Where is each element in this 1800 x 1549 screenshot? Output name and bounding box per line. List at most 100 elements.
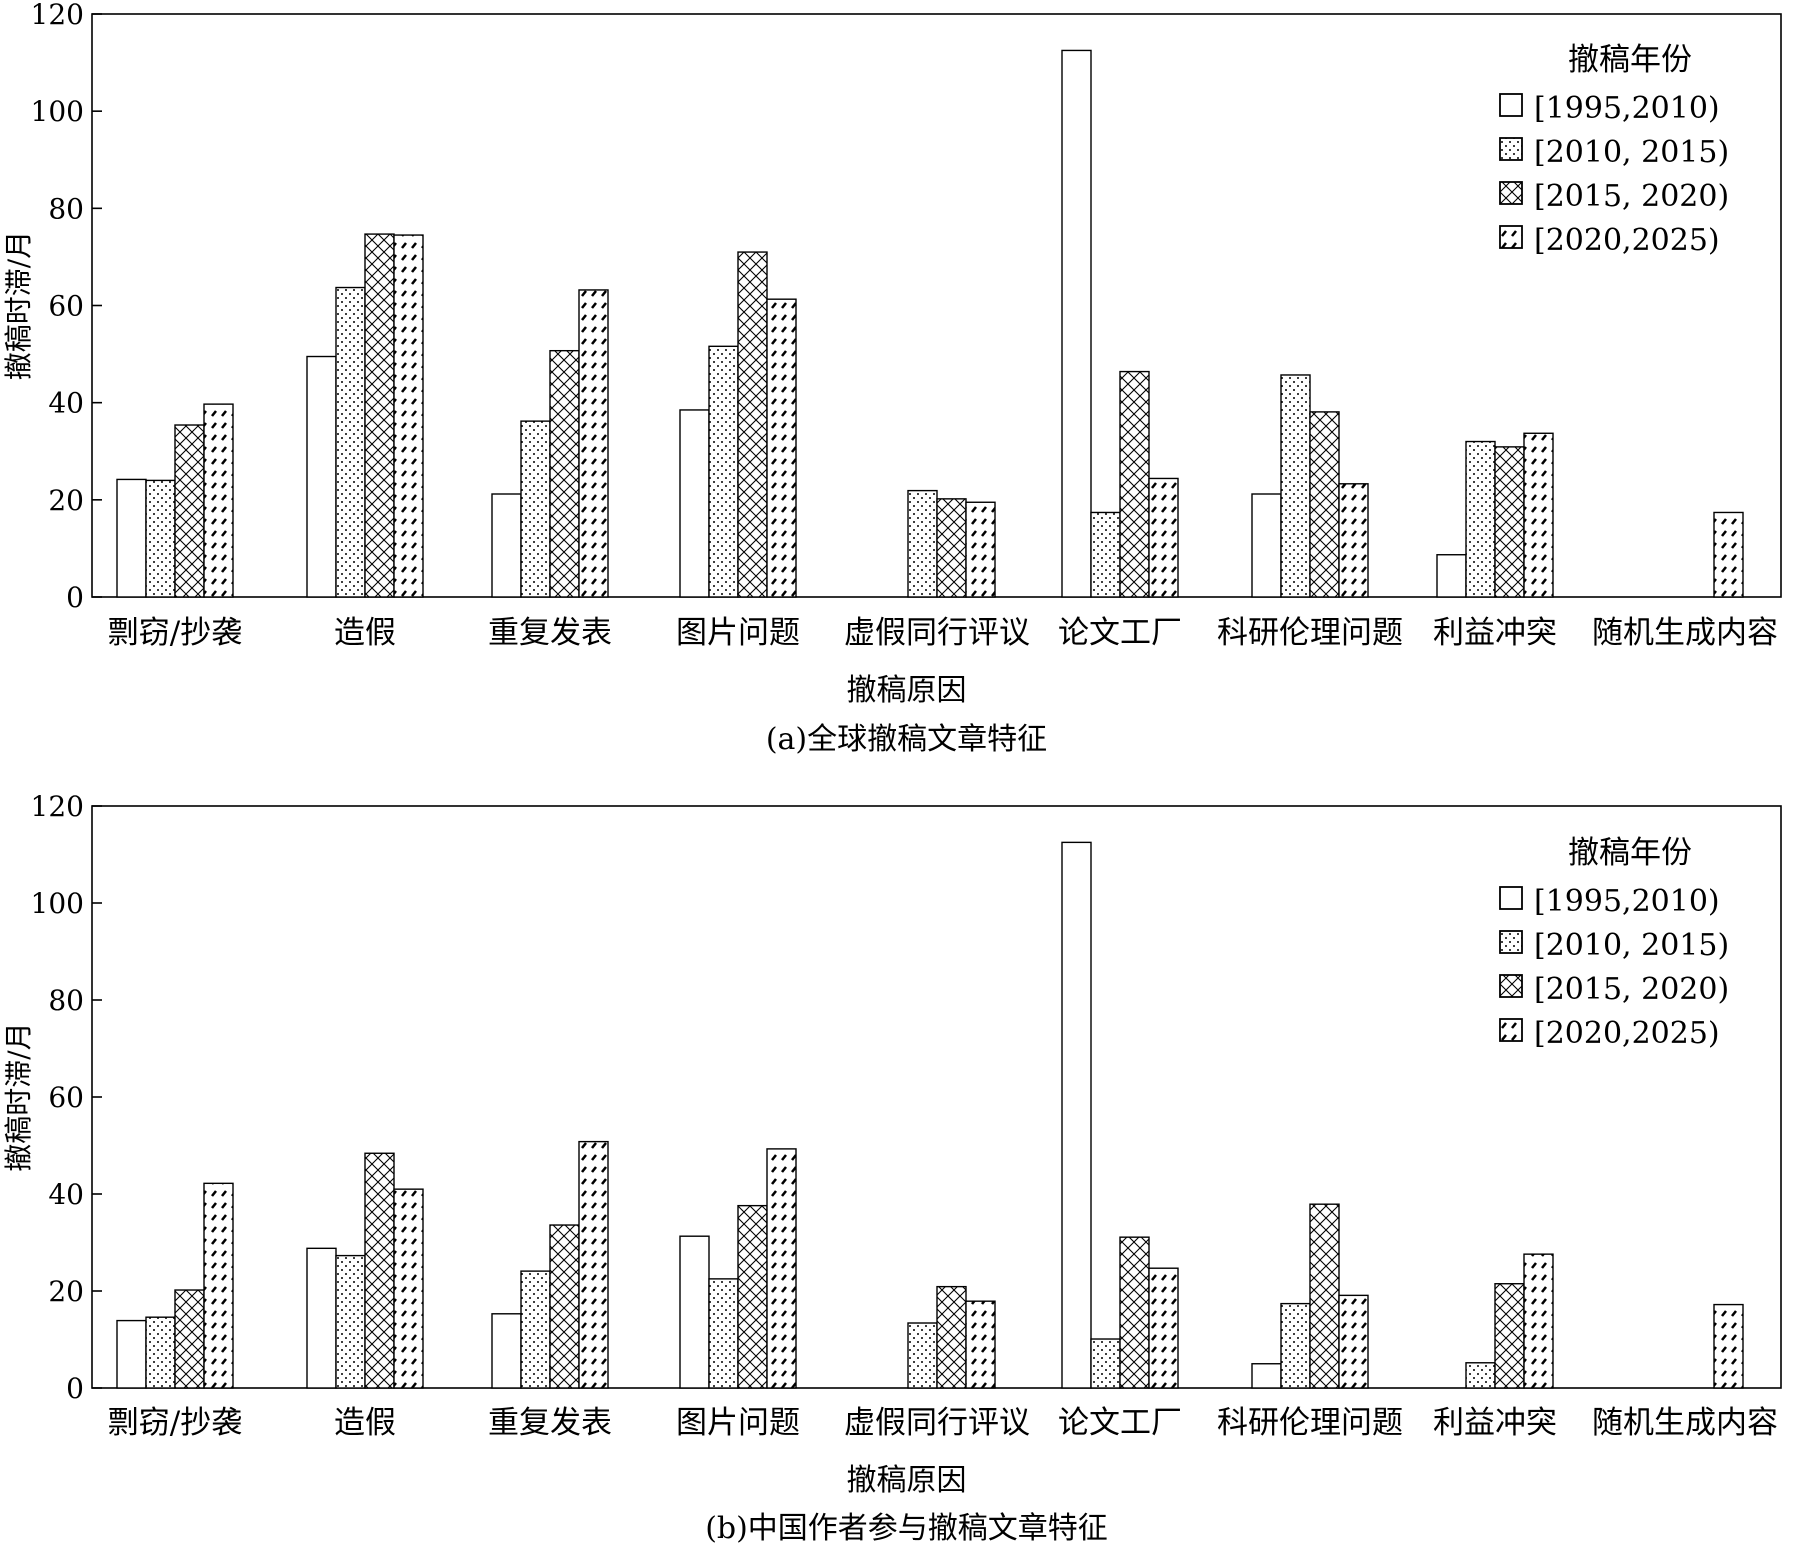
bar-4-9 [1713, 511, 1744, 598]
bar-4-7 [1338, 483, 1369, 598]
x-tick-label: 利益冲突 [1433, 1405, 1557, 1441]
panel-b: 0 20 40 60 80 100 120 撤稿时滞/月剽窃/抄袭 造假 重复发表 图片问题 虚假同行… [2, 790, 1782, 1546]
x-axis-label: 撤稿原因 [847, 673, 967, 708]
bar-1-1 [116, 478, 147, 598]
y-tick-label: 60 [48, 1081, 84, 1114]
bar-2-2 [335, 1254, 366, 1389]
legend-swatch [1499, 1018, 1523, 1042]
bar-3-2 [364, 233, 395, 598]
bar-1-4 [679, 409, 710, 598]
bar-4-4 [766, 1148, 797, 1389]
legend-swatch [1499, 137, 1523, 161]
x-tick-label: 图片问题 [676, 615, 800, 651]
x-tick-label: 造假 [334, 615, 396, 651]
x-tick-label: 造假 [334, 1405, 396, 1441]
legend-label: [2015, 2020) [1534, 972, 1729, 1007]
legend-swatch [1499, 225, 1523, 249]
bar-2-2 [335, 286, 366, 598]
legend-label: [2010, 2015) [1534, 135, 1729, 170]
bar-4-6 [1148, 1267, 1179, 1389]
legend-label: [2020,2025) [1534, 1016, 1720, 1051]
bar-1-7 [1251, 493, 1282, 598]
bar-2-8 [1465, 1362, 1496, 1389]
bar-1-7 [1251, 1363, 1282, 1389]
y-tick-label: 80 [48, 192, 84, 225]
legend-swatch [1499, 886, 1523, 910]
panel-caption: (a)全球撤稿文章特征 [766, 722, 1047, 757]
bar-3-2 [364, 1152, 395, 1389]
bar-2-4 [708, 345, 739, 598]
bar-2-1 [145, 479, 176, 598]
bar-1-4 [679, 1235, 710, 1389]
bar-4-8 [1523, 1253, 1554, 1389]
legend-title: 撤稿年份 [1568, 835, 1692, 871]
bar-3-4 [737, 251, 768, 598]
legend-label: [1995,2010) [1534, 884, 1720, 919]
bar-3-7 [1309, 1203, 1340, 1389]
bar-2-1 [145, 1316, 176, 1389]
bar-3-1 [174, 424, 205, 598]
bar-2-5 [907, 1322, 938, 1389]
bar-4-5 [965, 501, 996, 598]
bar-4-2 [393, 1188, 424, 1389]
x-tick-label: 利益冲突 [1433, 615, 1557, 651]
y-tick-label: 40 [48, 1178, 84, 1211]
bar-2-6 [1090, 511, 1121, 598]
y-axis-label: 撤稿时滞/月 [2, 1022, 35, 1171]
y-tick-label: 120 [31, 790, 84, 823]
bar-1-2 [306, 1247, 337, 1389]
bar-3-4 [737, 1204, 768, 1389]
x-axis-label: 撤稿原因 [847, 1463, 967, 1498]
legend-swatch [1499, 974, 1523, 998]
bar-1-8 [1436, 554, 1467, 598]
bar-3-1 [174, 1289, 205, 1389]
legend-label: [2020,2025) [1534, 223, 1720, 258]
bar-4-9 [1713, 1303, 1744, 1389]
bar-2-5 [907, 489, 938, 598]
legend-swatch [1499, 181, 1523, 205]
x-tick-label: 图片问题 [676, 1405, 800, 1441]
x-tick-label: 重复发表 [488, 615, 612, 651]
y-tick-label: 60 [48, 290, 84, 323]
legend-swatch [1499, 93, 1523, 117]
bar-1-6 [1061, 841, 1092, 1389]
bar-4-2 [393, 234, 424, 598]
bar-1-3 [491, 493, 522, 598]
panel-caption: (b)中国作者参与撤稿文章特征 [705, 1511, 1108, 1545]
bar-4-1 [203, 1182, 234, 1389]
legend-label: [2015, 2020) [1534, 179, 1729, 214]
x-tick-label: 随机生成内容 [1592, 1405, 1778, 1441]
bar-1-1 [116, 1319, 147, 1389]
bar-3-3 [549, 349, 580, 598]
x-tick-label: 虚假同行评议 [844, 615, 1030, 651]
bar-3-3 [549, 1224, 580, 1389]
y-tick-label: 80 [48, 984, 84, 1017]
bar-4-3 [578, 1140, 609, 1389]
y-tick-label: 100 [31, 95, 84, 128]
y-tick-label: 0 [66, 1372, 84, 1405]
bar-3-5 [936, 498, 967, 598]
bar-2-4 [708, 1278, 739, 1389]
bar-4-3 [578, 289, 609, 598]
bar-4-5 [965, 1300, 996, 1389]
panel-a: 0 20 40 60 80 100 120 撤稿时滞/月剽窃/抄袭 造假 重复发表 图片问题 虚假同行… [2, 0, 1782, 757]
x-tick-label: 剽窃/抄袭 [108, 615, 242, 651]
bar-4-4 [766, 298, 797, 598]
legend-title: 撤稿年份 [1568, 42, 1692, 78]
x-tick-label: 科研伦理问题 [1217, 615, 1403, 651]
bar-2-6 [1090, 1338, 1121, 1389]
bar-1-3 [491, 1313, 522, 1389]
bar-3-6 [1119, 1236, 1150, 1389]
legend-swatch [1499, 930, 1523, 954]
bar-2-8 [1465, 440, 1496, 598]
bar-4-8 [1523, 432, 1554, 598]
bar-2-3 [520, 1270, 551, 1389]
y-tick-label: 20 [48, 484, 84, 517]
y-axis-label: 撤稿时滞/月 [2, 231, 35, 380]
y-tick-label: 100 [31, 887, 84, 920]
bar-3-5 [936, 1285, 967, 1389]
bar-3-8 [1494, 446, 1525, 598]
bar-3-8 [1494, 1283, 1525, 1389]
bar-2-7 [1280, 1302, 1311, 1389]
